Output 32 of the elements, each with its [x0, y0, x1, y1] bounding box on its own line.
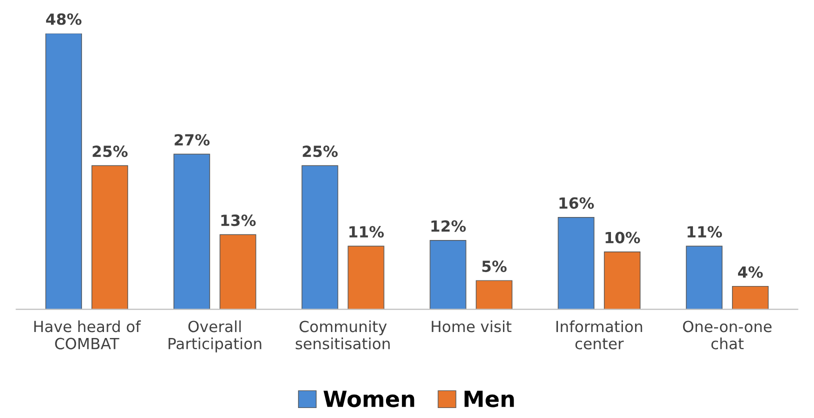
data-label: 25% — [92, 146, 128, 158]
data-label: 4% — [738, 266, 763, 278]
bar — [476, 280, 512, 310]
data-label: 16% — [560, 197, 594, 209]
x-tick-label: Have heard of COMBAT — [34, 320, 141, 350]
bar — [174, 154, 210, 310]
data-label: 27% — [174, 134, 210, 146]
legend-label: Women — [324, 390, 414, 408]
data-label: 48% — [46, 13, 82, 25]
x-tick-label: Overall Participation — [168, 320, 262, 352]
data-label: 11% — [349, 226, 384, 238]
bar — [220, 234, 256, 310]
bar — [686, 246, 722, 310]
bar — [558, 217, 594, 310]
bar — [430, 240, 466, 310]
x-tick-label: One-on-one chat — [683, 320, 772, 350]
bar — [348, 246, 384, 310]
bar — [302, 165, 338, 310]
data-label: 25% — [302, 146, 338, 158]
bar — [732, 286, 769, 310]
legend-label: Men — [464, 390, 514, 408]
bar — [604, 251, 640, 310]
x-tick-label: Information center — [556, 320, 642, 350]
bar — [92, 165, 128, 310]
x-tick-label: Home visit — [432, 320, 512, 332]
x-tick-label: Community sensitisation — [296, 320, 390, 350]
data-label: 13% — [221, 214, 256, 226]
bar — [45, 33, 82, 310]
data-label: 10% — [606, 232, 640, 244]
data-label: 5% — [482, 260, 507, 272]
data-label: 12% — [431, 220, 466, 232]
data-label: 11% — [688, 226, 722, 238]
